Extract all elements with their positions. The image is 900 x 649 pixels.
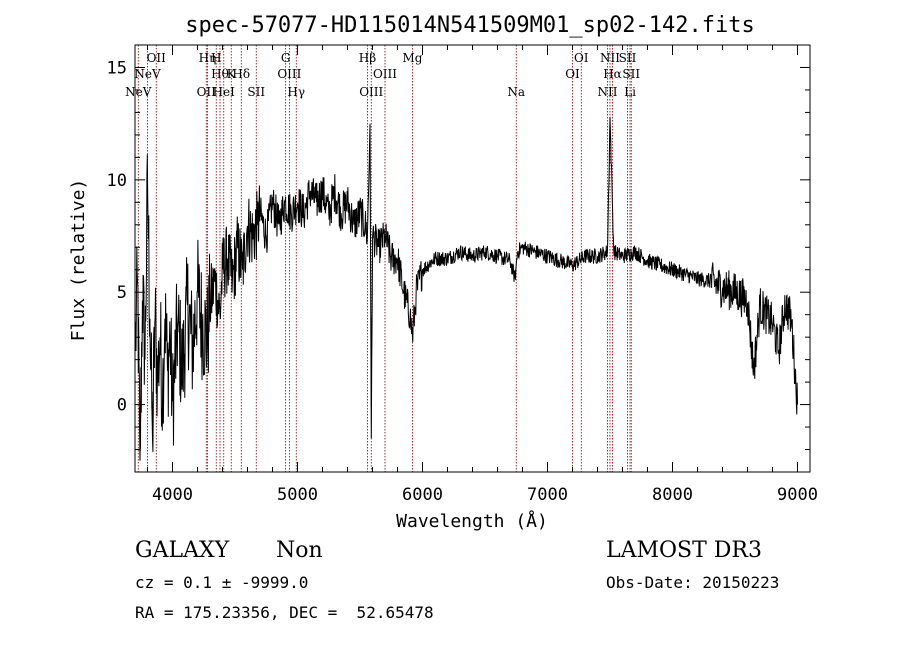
x-tick-label: 9000	[777, 485, 818, 505]
y-tick-label: 5	[117, 283, 127, 303]
line-marker-label: SII	[622, 67, 640, 81]
line-marker-label: Hθ	[211, 67, 229, 81]
line-marker-label: H	[211, 51, 221, 65]
line-marker-label: OII	[197, 85, 217, 99]
axis-ticks	[135, 44, 810, 472]
spectrum-line	[135, 116, 798, 461]
y-tick-label: 10	[107, 171, 127, 191]
object-class: GALAXY	[135, 538, 230, 563]
line-marker-label: OIII	[373, 67, 397, 81]
line-marker-label: Na	[507, 85, 525, 99]
line-marker-label: Li	[624, 85, 636, 99]
line-marker-label: Hη	[199, 51, 217, 65]
line-marker-label: OIII	[359, 85, 383, 99]
line-marker-label: G	[281, 51, 291, 65]
x-tick-labels: 4000 5000 6000 7000 8000 9000	[152, 485, 818, 505]
line-marker-label: Hγ	[287, 85, 305, 99]
x-tick-label: 6000	[402, 485, 443, 505]
y-tick-labels: 0 5 10 15	[107, 58, 127, 415]
obs-date: Obs-Date: 20150223	[606, 573, 780, 592]
line-marker-label: OII	[147, 51, 167, 65]
object-subclass: Non	[276, 538, 323, 563]
y-tick-label: 0	[117, 396, 127, 416]
line-marker-label: NII	[598, 85, 618, 99]
line-marker-label: OI	[565, 67, 580, 81]
line-marker-label: NeV	[125, 85, 152, 99]
x-tick-label: 7000	[527, 485, 568, 505]
line-marker-label: SII	[619, 51, 637, 65]
line-marker-label: HeI	[213, 85, 236, 99]
y-tick-label: 15	[107, 58, 127, 78]
line-marker-label: K	[227, 67, 237, 81]
coordinates: RA = 175.23356, DEC = 52.65478	[135, 603, 434, 622]
x-tick-label: 8000	[652, 485, 693, 505]
x-tick-label: 5000	[277, 485, 318, 505]
redshift-line: cz = 0.1 ± -9999.0	[135, 573, 309, 592]
survey-name: LAMOST DR3	[606, 538, 762, 563]
y-axis-label: Flux (relative)	[68, 179, 89, 342]
line-marker-label: Hβ	[359, 51, 376, 65]
line-marker-label: OI	[574, 51, 589, 65]
line-marker-label: Mg	[403, 51, 423, 65]
line-marker-labels: NeV NeV OII OII HηH Hθ HeI KHδ SII G OIII Hγ Hβ OIII O…	[125, 51, 640, 99]
line-marker-label: Hα	[603, 67, 622, 81]
line-marker-label: SII	[247, 85, 265, 99]
line-marker-label: Hδ	[232, 67, 250, 81]
line-marker-label: NeV	[134, 67, 161, 81]
x-axis-label: Wavelength (Å)	[396, 510, 548, 532]
chart-title: spec-57077-HD115014N541509M01_sp02-142.f…	[185, 13, 755, 38]
x-tick-label: 4000	[152, 485, 193, 505]
line-marker-label: NII	[600, 51, 620, 65]
line-marker-label: OIII	[277, 67, 301, 81]
